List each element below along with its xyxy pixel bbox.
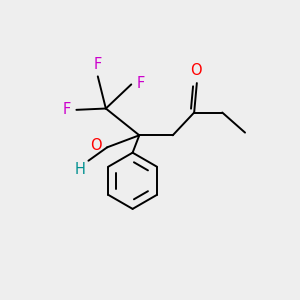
Text: O: O [190,63,201,78]
Text: F: F [94,57,102,72]
Text: F: F [63,102,71,117]
Text: F: F [136,76,145,91]
Text: H: H [75,162,86,177]
Text: O: O [90,139,102,154]
